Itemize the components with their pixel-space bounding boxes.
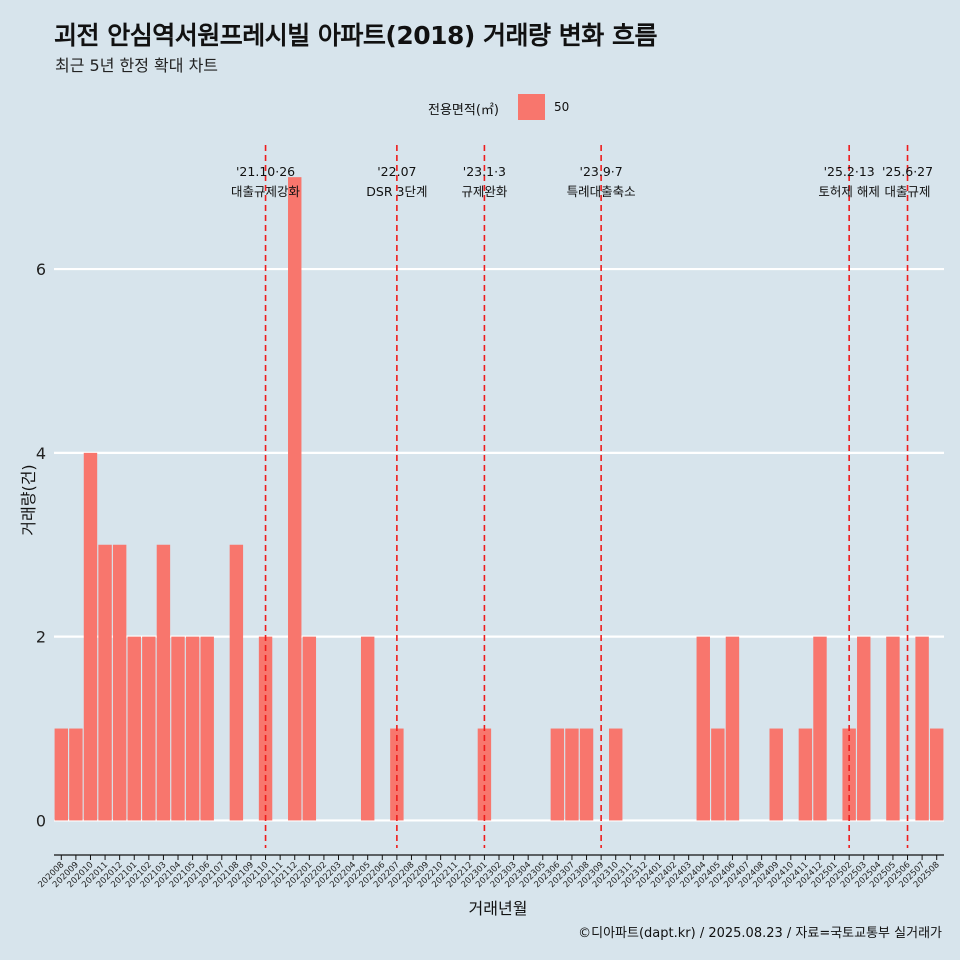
- annotation-date: '21.10·26: [236, 164, 295, 179]
- legend-label: 50: [554, 100, 570, 114]
- chart-title: 괴전 안심역서원프레시빌 아파트(2018) 거래량 변화 흐름: [54, 21, 657, 50]
- bar: [842, 728, 856, 821]
- x-axis-title: 거래년월: [469, 899, 528, 918]
- bar: [915, 636, 929, 821]
- annotation-date: '25.2·13: [824, 164, 875, 179]
- bar: [185, 636, 200, 821]
- bar: [54, 728, 69, 821]
- bar: [609, 728, 623, 821]
- bar: [142, 636, 156, 821]
- annotation-label: 토허제 해제: [818, 184, 879, 199]
- bar: [813, 636, 827, 821]
- bar: [302, 636, 317, 821]
- y-tick-label: 6: [36, 260, 46, 279]
- annotation-label: 대출규제: [885, 184, 931, 199]
- bar: [711, 728, 725, 821]
- bars: [54, 177, 944, 821]
- y-axis-title: 거래량(건): [19, 464, 38, 535]
- y-tick-label: 2: [36, 628, 46, 647]
- annotation-label: 규제완화: [461, 184, 508, 199]
- legend: 전용면적(㎡) 50: [0, 92, 960, 122]
- bar: [477, 728, 492, 821]
- chart-subtitle: 최근 5년 한정 확대 차트: [55, 56, 219, 75]
- annotation-date: '22.07: [377, 164, 416, 179]
- annotation-date: '25.6·27: [882, 164, 933, 179]
- bar: [886, 636, 900, 821]
- annotation-date: '23.1·3: [463, 164, 506, 179]
- bar: [360, 636, 375, 821]
- bar: [857, 636, 871, 821]
- bar: [112, 544, 127, 821]
- bar: [798, 728, 813, 821]
- annotation-date: '23.9·7: [580, 164, 623, 179]
- x-axis: 2020082020092020102020112020122021012021…: [36, 854, 944, 890]
- legend-swatch: [518, 94, 545, 120]
- bar: [156, 544, 171, 821]
- legend-title: 전용면적(㎡): [428, 103, 499, 118]
- annotation-label: DSR 3단계: [366, 184, 427, 199]
- bar: [550, 728, 565, 821]
- bar: [288, 177, 302, 821]
- bar: [565, 728, 579, 821]
- bar: [127, 636, 141, 821]
- source-caption: ©디아파트(dapt.kr) / 2025.08.23 / 자료=국토교통부 실…: [578, 926, 942, 941]
- bar: [171, 636, 185, 821]
- annotation-labels: '21.10·26 대출규제강화 '22.07 DSR 3단계 '23.1·3 규제완화 '…: [231, 164, 933, 199]
- y-axis: 0 2 4 6: [36, 260, 46, 830]
- bar: [98, 544, 112, 821]
- y-tick-label: 4: [36, 444, 46, 463]
- annotation-label: 특례대출축소: [567, 184, 636, 199]
- bar: [83, 452, 98, 821]
- bar: [200, 636, 214, 821]
- bar: [769, 728, 783, 821]
- bar: [69, 728, 83, 821]
- bar: [390, 728, 404, 821]
- bar: [696, 636, 710, 821]
- annotation-label: 대출규제강화: [231, 184, 301, 199]
- bar: [929, 728, 944, 821]
- bar: [579, 728, 594, 821]
- bar: [229, 544, 244, 821]
- bar: [725, 636, 740, 821]
- annotation-lines: [264, 145, 909, 848]
- y-tick-label: 0: [36, 811, 46, 830]
